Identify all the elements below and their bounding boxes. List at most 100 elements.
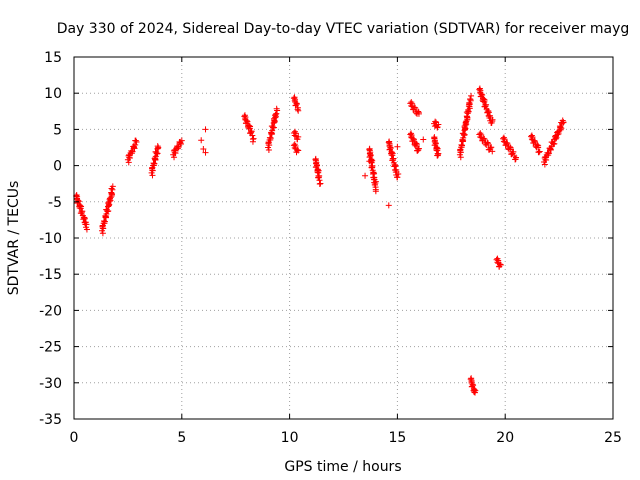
data-point [415, 110, 422, 117]
data-point [171, 154, 178, 161]
data-point [477, 87, 484, 94]
data-point [317, 180, 324, 187]
data-point [415, 145, 422, 152]
data-point [547, 146, 554, 153]
data-point [557, 126, 564, 133]
data-point [497, 261, 504, 268]
data-point [410, 136, 417, 143]
data-point [529, 134, 536, 141]
data-point [420, 136, 427, 143]
data-point [151, 160, 158, 167]
y-tick-label: -10 [39, 231, 62, 247]
data-point [175, 144, 182, 151]
data-point [560, 119, 567, 126]
data-point [394, 143, 401, 150]
data-point [535, 149, 542, 156]
data-point [155, 145, 162, 152]
data-point [267, 135, 274, 142]
data-point [292, 96, 299, 103]
data-point [531, 138, 538, 145]
data-point [478, 131, 485, 138]
data-point [131, 145, 138, 152]
data-point [74, 193, 81, 200]
data-point [295, 147, 302, 154]
data-point [412, 104, 419, 111]
data-point [387, 145, 394, 152]
data-point [268, 131, 275, 138]
data-point [368, 162, 375, 169]
data-point [501, 136, 508, 143]
data-point [462, 122, 469, 129]
data-point [314, 162, 321, 169]
data-point [246, 122, 253, 129]
data-point [292, 143, 299, 150]
data-point [249, 132, 256, 139]
data-point [395, 171, 402, 178]
data-point [541, 161, 548, 168]
data-point [457, 149, 464, 156]
data-point [294, 136, 301, 143]
data-point [202, 126, 209, 133]
data-points [73, 85, 567, 396]
data-point [504, 140, 511, 147]
data-point [295, 107, 302, 114]
data-point [385, 202, 392, 209]
data-point [487, 144, 494, 151]
data-point [249, 138, 256, 145]
data-point [177, 140, 184, 147]
x-tick-label: 5 [177, 430, 186, 446]
y-tick-label: -15 [39, 267, 62, 283]
data-point [372, 178, 379, 185]
data-point [200, 145, 207, 152]
x-axis-label: GPS time / hours [284, 459, 401, 475]
data-point [151, 156, 158, 163]
data-point [102, 214, 109, 221]
data-point [480, 96, 487, 103]
y-tick-label: 5 [53, 122, 62, 138]
data-point [536, 148, 543, 155]
data-point [431, 135, 438, 142]
data-point [386, 140, 393, 147]
data-point [366, 158, 373, 165]
data-point [489, 118, 496, 125]
data-point [545, 150, 552, 157]
x-tick-label: 10 [281, 430, 299, 446]
data-point [389, 155, 396, 162]
data-point [468, 377, 475, 384]
data-point [101, 218, 108, 225]
y-tick-label: 0 [53, 159, 62, 175]
data-point [479, 91, 486, 98]
data-point [509, 148, 516, 155]
data-point [366, 147, 373, 154]
data-point [372, 188, 379, 195]
data-point [555, 130, 562, 137]
data-point [482, 101, 489, 108]
data-point [434, 123, 441, 130]
data-point [315, 172, 322, 179]
grid [74, 57, 613, 419]
data-point [465, 108, 472, 115]
data-point [77, 202, 84, 209]
data-point [241, 113, 248, 120]
data-point [472, 389, 479, 396]
data-point [244, 118, 251, 125]
data-point [367, 152, 374, 159]
data-point [495, 257, 502, 264]
x-tick-label: 0 [70, 430, 79, 446]
data-point [133, 138, 140, 145]
y-tick-label: -30 [39, 376, 62, 392]
data-point [202, 149, 209, 156]
y-tick-label: -35 [39, 412, 62, 428]
axis-ticks: 0 5 10 15 20 25 15 10 5 0 -5 -10 -15 -20 -25 -30 -35 [39, 50, 622, 446]
data-point [106, 198, 113, 205]
data-point [457, 146, 464, 153]
data-point [198, 137, 205, 144]
x-tick-label: 20 [496, 430, 514, 446]
data-point [242, 114, 249, 121]
data-point [78, 208, 85, 215]
data-point [250, 135, 257, 142]
data-point [83, 226, 90, 233]
y-axis-label: SDTVAR / TECUs [6, 181, 22, 296]
